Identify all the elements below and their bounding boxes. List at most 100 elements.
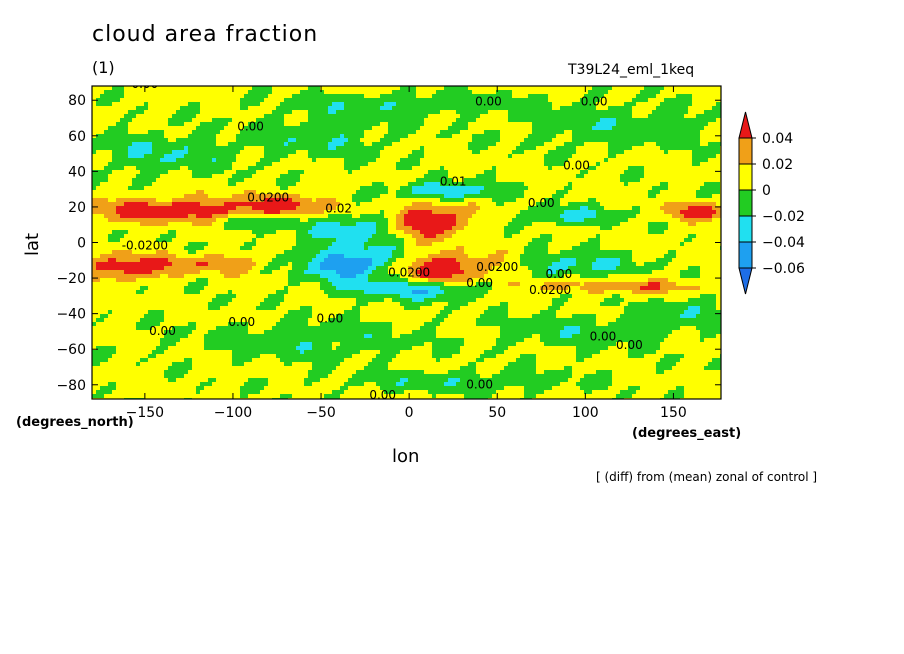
heatmap-cell	[320, 194, 325, 199]
heatmap-cell	[440, 174, 445, 179]
run-id-label: T39L24_eml_1keq	[568, 62, 695, 78]
heatmap-cell	[716, 206, 721, 211]
heatmap-cell	[320, 106, 325, 111]
heatmap-cell	[252, 178, 257, 183]
heatmap-cell	[592, 138, 597, 143]
heatmap-cell	[308, 182, 313, 187]
heatmap-cell	[700, 86, 705, 91]
heatmap-cell	[516, 126, 521, 131]
heatmap-cell	[296, 170, 301, 175]
heatmap-cell	[200, 154, 205, 159]
heatmap-cell	[640, 170, 645, 175]
heatmap-cell	[652, 142, 657, 147]
heatmap-cell	[664, 118, 669, 123]
heatmap-cell	[424, 114, 429, 119]
heatmap-cell	[704, 98, 709, 103]
heatmap-cell	[412, 146, 417, 151]
heatmap-cell	[540, 178, 545, 183]
heatmap-cell	[364, 114, 369, 119]
heatmap-cell	[164, 122, 169, 127]
heatmap-cell	[516, 150, 521, 155]
heatmap-cell	[628, 114, 633, 119]
heatmap-cell	[164, 190, 169, 195]
heatmap-cell	[696, 102, 701, 107]
heatmap-cell	[228, 138, 233, 143]
heatmap-cell	[568, 166, 573, 171]
heatmap-cell	[620, 162, 625, 167]
heatmap-cell	[364, 198, 369, 203]
heatmap-cell	[268, 142, 273, 147]
heatmap-cell	[364, 122, 369, 127]
heatmap-cell	[432, 166, 437, 171]
heatmap-cell	[464, 194, 469, 199]
heatmap-cell	[504, 182, 509, 187]
heatmap-cell	[652, 122, 657, 127]
heatmap-cell	[580, 154, 585, 159]
heatmap-cell	[380, 126, 385, 131]
heatmap-cell	[364, 102, 369, 107]
heatmap-cell	[448, 150, 453, 155]
heatmap-cell	[152, 146, 157, 151]
heatmap-cell	[288, 122, 293, 127]
heatmap-cell	[592, 90, 597, 95]
heatmap-cell	[536, 90, 541, 95]
heatmap-cell	[160, 138, 165, 143]
heatmap-cell	[376, 194, 381, 199]
heatmap-cell	[684, 178, 689, 183]
heatmap-cell	[320, 162, 325, 167]
heatmap-cell	[256, 134, 261, 139]
heatmap-cell	[668, 122, 673, 127]
heatmap-cell	[248, 86, 253, 91]
heatmap-cell	[496, 126, 501, 131]
heatmap-cell	[556, 118, 561, 123]
heatmap-cell	[152, 130, 157, 135]
heatmap-cell	[392, 94, 397, 99]
heatmap-cell	[300, 202, 305, 207]
heatmap-cell	[628, 170, 633, 175]
heatmap-cell	[388, 206, 393, 211]
heatmap-cell	[336, 146, 341, 151]
heatmap-cell	[132, 178, 137, 183]
heatmap-cell	[432, 138, 437, 143]
heatmap-cell	[260, 174, 265, 179]
heatmap-cell	[256, 138, 261, 143]
heatmap-cell	[356, 162, 361, 167]
heatmap-cell	[592, 202, 597, 207]
heatmap-cell	[152, 102, 157, 107]
heatmap-cell	[576, 86, 581, 91]
heatmap-cell	[408, 210, 413, 215]
heatmap-cell	[484, 190, 489, 195]
heatmap-cell	[660, 154, 665, 159]
heatmap-cell	[156, 162, 161, 167]
heatmap-cell	[556, 182, 561, 187]
heatmap-cell	[92, 198, 97, 203]
heatmap-cell	[208, 110, 213, 115]
heatmap-cell	[664, 158, 669, 163]
heatmap-cell	[324, 158, 329, 163]
heatmap-cell	[148, 194, 153, 199]
heatmap-cell	[520, 98, 525, 103]
heatmap-cell	[528, 198, 533, 203]
heatmap-cell	[312, 114, 317, 119]
heatmap-cell	[612, 186, 617, 191]
heatmap-cell	[596, 190, 601, 195]
heatmap-cell	[460, 126, 465, 131]
heatmap-cell	[172, 190, 177, 195]
heatmap-cell	[224, 206, 229, 211]
heatmap-cell	[540, 94, 545, 99]
heatmap-cell	[228, 102, 233, 107]
heatmap-cell	[188, 182, 193, 187]
heatmap-cell	[592, 142, 597, 147]
heatmap-cell	[276, 210, 281, 215]
heatmap-cell	[232, 102, 237, 107]
heatmap-cell	[280, 162, 285, 167]
heatmap-cell	[472, 154, 477, 159]
heatmap-cell	[688, 170, 693, 175]
heatmap-cell	[684, 166, 689, 171]
heatmap-cell	[160, 90, 165, 95]
heatmap-cell	[668, 138, 673, 143]
heatmap-cell	[572, 186, 577, 191]
heatmap-cell	[632, 102, 637, 107]
heatmap-cell	[560, 118, 565, 123]
heatmap-cell	[184, 206, 189, 211]
